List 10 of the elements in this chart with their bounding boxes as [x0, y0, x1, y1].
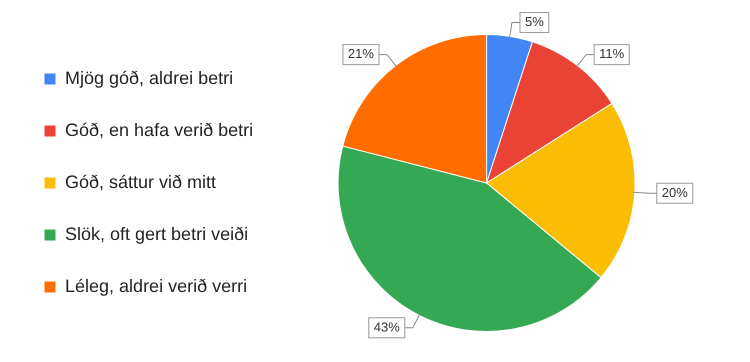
data-label: 5%: [524, 14, 544, 30]
legend-label: Mjög góð, aldrei betri: [65, 68, 234, 88]
data-label: 21%: [348, 46, 374, 62]
data-label: 43%: [374, 319, 400, 334]
data-label: 20%: [662, 184, 688, 200]
legend-label: Léleg, aldrei verið verri: [65, 276, 248, 296]
legend-label: Slök, oft gert betri veiði: [65, 224, 248, 244]
data-label: 11%: [599, 46, 625, 62]
legend-label: Góð, en hafa verið betri: [65, 120, 254, 140]
legend-label: Góð, sáttur við mitt: [65, 172, 216, 192]
